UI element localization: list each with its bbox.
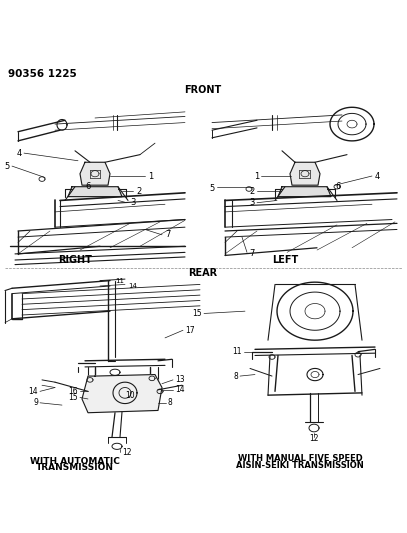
Text: AISIN-SEIKI TRANSMISSION: AISIN-SEIKI TRANSMISSION xyxy=(236,461,364,470)
Text: 6: 6 xyxy=(335,182,340,191)
Text: 11: 11 xyxy=(232,347,242,356)
Text: WITH MANUAL FIVE SPEED: WITH MANUAL FIVE SPEED xyxy=(238,454,362,463)
Text: 90356 1225: 90356 1225 xyxy=(8,69,77,79)
Polygon shape xyxy=(80,162,110,185)
Text: 14: 14 xyxy=(128,283,137,289)
Text: 12: 12 xyxy=(309,434,319,443)
Text: REAR: REAR xyxy=(188,268,218,278)
Text: 15: 15 xyxy=(193,309,202,318)
Text: 3: 3 xyxy=(130,198,136,207)
Polygon shape xyxy=(68,187,122,197)
Text: RIGHT: RIGHT xyxy=(58,255,92,265)
Text: 7: 7 xyxy=(249,249,254,259)
Text: 7: 7 xyxy=(165,230,171,239)
Polygon shape xyxy=(82,375,162,413)
Text: 2: 2 xyxy=(136,187,141,196)
Text: TRANSMISSION: TRANSMISSION xyxy=(36,463,114,472)
Text: 8: 8 xyxy=(168,398,173,407)
Polygon shape xyxy=(290,162,320,185)
Polygon shape xyxy=(278,187,331,197)
Text: 4: 4 xyxy=(17,149,22,158)
Text: FRONT: FRONT xyxy=(184,85,222,95)
Text: 3: 3 xyxy=(249,198,255,207)
Text: 9: 9 xyxy=(33,398,38,407)
Text: 6: 6 xyxy=(85,182,91,191)
Text: LEFT: LEFT xyxy=(272,255,298,265)
Text: 12: 12 xyxy=(122,448,131,457)
Text: 5: 5 xyxy=(210,184,215,193)
Text: 15: 15 xyxy=(68,393,78,402)
Text: WITH AUTOMATIC: WITH AUTOMATIC xyxy=(30,457,120,466)
Text: 16: 16 xyxy=(68,387,78,396)
Text: 8: 8 xyxy=(233,372,238,381)
Text: 14: 14 xyxy=(175,385,185,394)
Text: 17: 17 xyxy=(185,326,195,335)
Text: 4: 4 xyxy=(375,172,380,181)
Text: 13: 13 xyxy=(175,375,185,384)
Text: 2: 2 xyxy=(250,187,255,196)
Text: 1: 1 xyxy=(148,172,153,181)
Text: 1: 1 xyxy=(254,172,259,181)
Text: 10: 10 xyxy=(125,391,135,400)
Text: 14: 14 xyxy=(28,387,38,396)
Text: 5: 5 xyxy=(5,161,10,171)
Text: 11: 11 xyxy=(116,278,125,285)
